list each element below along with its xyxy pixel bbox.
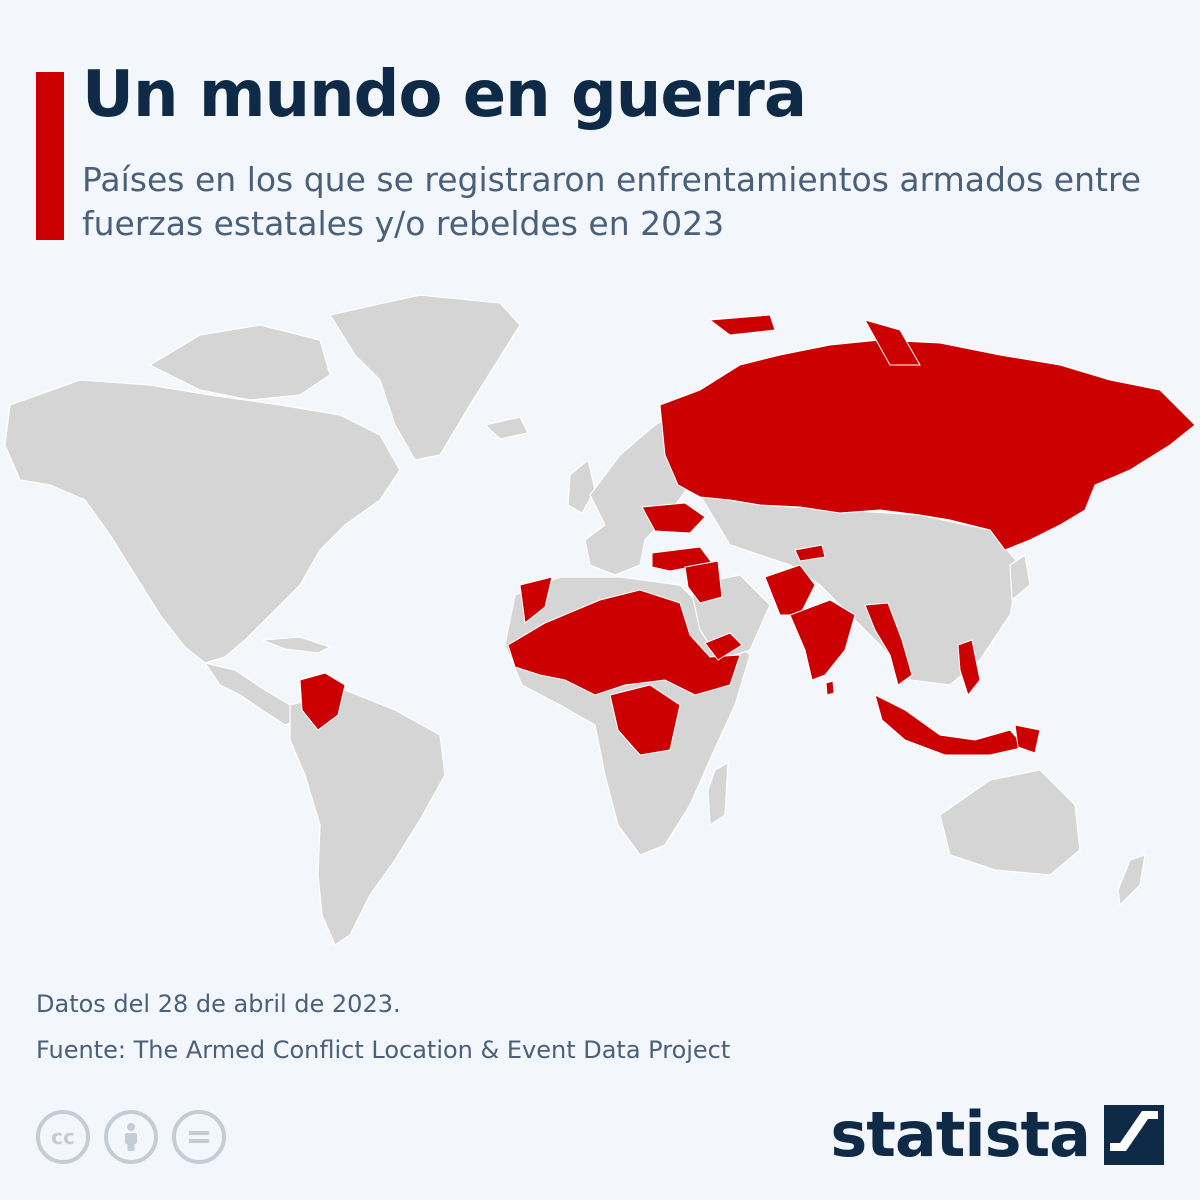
no-derivatives-icon[interactable] xyxy=(172,1110,226,1164)
land-central-america xyxy=(203,662,301,726)
region-colombia xyxy=(299,672,346,731)
title-accent-bar xyxy=(36,72,64,240)
region-indonesia xyxy=(874,694,1026,756)
land-madagascar xyxy=(707,761,729,827)
statista-logo-icon xyxy=(1104,1104,1164,1165)
land-arctic-islands xyxy=(148,324,331,401)
land-japan xyxy=(1009,553,1031,602)
region-russia-arctic-east xyxy=(863,319,921,366)
region-myanmar-thailand xyxy=(864,602,913,686)
land-iceland xyxy=(483,416,529,440)
license-icons: cc xyxy=(36,1110,226,1164)
world-map xyxy=(4,294,1196,946)
region-sri-lanka xyxy=(825,680,835,696)
region-dr-congo xyxy=(609,684,681,756)
page-subtitle: Países en los que se registraron enfrent… xyxy=(82,160,1142,243)
region-philippines xyxy=(957,639,981,697)
equals-icon xyxy=(189,1131,209,1143)
region-morocco xyxy=(519,576,553,624)
region-afghanistan-pakistan xyxy=(764,564,816,616)
region-kyrgyzstan xyxy=(794,544,826,562)
region-papua xyxy=(1014,724,1041,754)
region-india xyxy=(789,599,856,681)
person-icon xyxy=(125,1123,137,1151)
region-russia-arctic xyxy=(708,314,776,336)
region-syria-iraq xyxy=(684,560,723,604)
cc-icon[interactable]: cc xyxy=(36,1110,90,1164)
land-uk xyxy=(567,458,596,514)
land-greenland xyxy=(329,294,521,461)
attribution-icon[interactable] xyxy=(104,1110,158,1164)
land-new-zealand xyxy=(1117,854,1146,907)
land-australia xyxy=(939,769,1081,876)
statista-brand[interactable]: statista xyxy=(830,1098,1164,1171)
region-yemen xyxy=(704,632,743,661)
data-date-note: Datos del 28 de abril de 2023. xyxy=(36,990,401,1018)
land-asia xyxy=(698,494,1021,686)
land-south-america xyxy=(289,689,446,946)
map-conflict-regions xyxy=(299,314,1196,756)
region-ukraine xyxy=(641,502,706,534)
statista-wordmark: statista xyxy=(830,1098,1091,1171)
land-north-america xyxy=(4,379,401,664)
land-caribbean xyxy=(261,636,332,654)
data-source: Fuente: The Armed Conflict Location & Ev… xyxy=(36,1036,731,1064)
region-sahel xyxy=(507,589,741,696)
page-title: Un mundo en guerra xyxy=(82,58,807,132)
